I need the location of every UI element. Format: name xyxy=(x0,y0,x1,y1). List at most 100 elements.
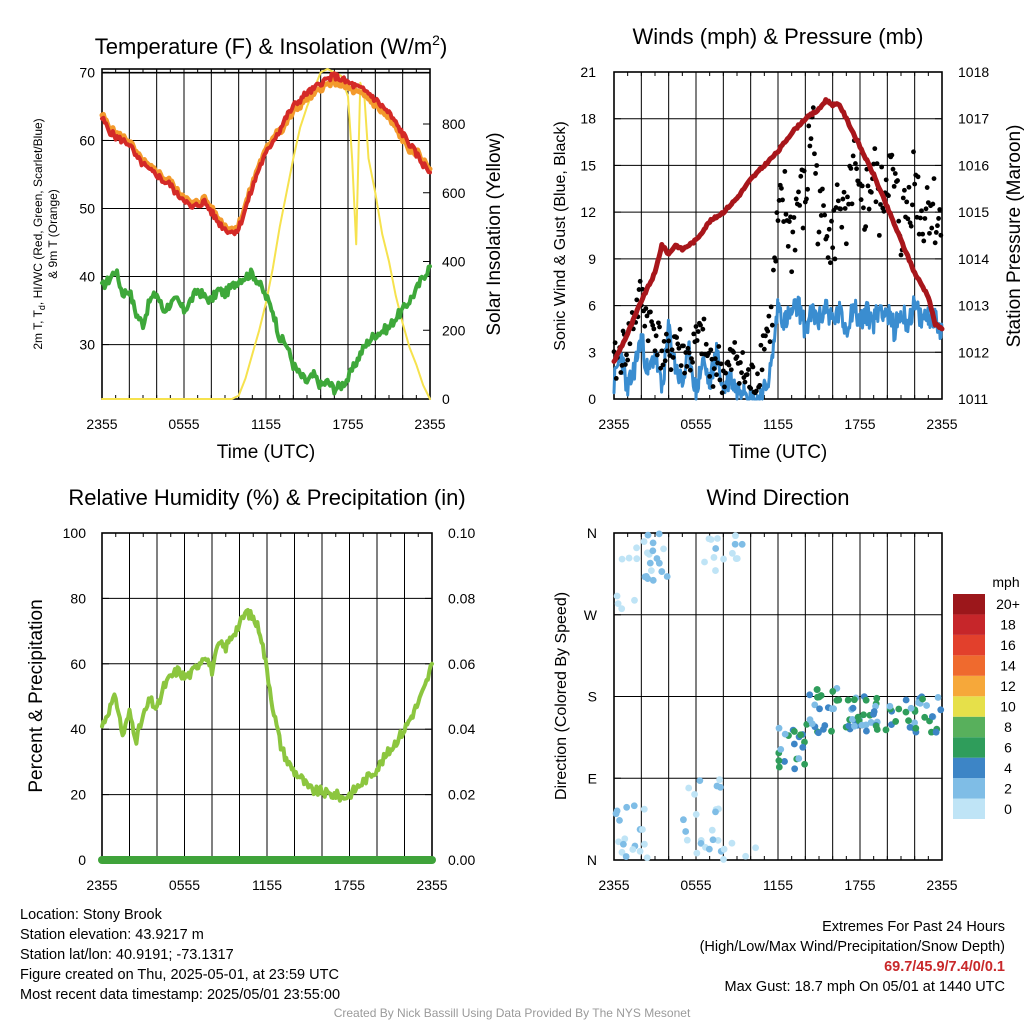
gust-point xyxy=(785,243,791,249)
direction-point xyxy=(907,704,915,712)
direction-point xyxy=(622,853,630,860)
gust-point xyxy=(761,346,767,352)
gust-point xyxy=(660,362,666,368)
y-tick-label-right: 800 xyxy=(442,116,466,132)
gust-point xyxy=(769,322,775,328)
gust-point xyxy=(825,255,831,260)
gust-point xyxy=(876,232,882,238)
colorbar-label: 12 xyxy=(1000,678,1016,694)
direction-point xyxy=(640,805,648,813)
gust-point xyxy=(853,161,858,166)
y-tick-label: S xyxy=(588,689,597,705)
gust-point xyxy=(883,177,889,183)
direction-point xyxy=(619,840,627,848)
colorbar-swatch xyxy=(953,594,985,615)
station-elevation: Station elevation: 43.9217 m xyxy=(20,927,204,943)
gust-point xyxy=(879,164,885,170)
direction-point xyxy=(641,840,648,848)
direction-point xyxy=(870,710,877,718)
gust-point xyxy=(790,229,796,235)
gust-point xyxy=(775,218,781,224)
direction-point xyxy=(658,568,666,575)
gust-point xyxy=(708,347,714,353)
direction-point xyxy=(814,693,821,701)
colorbar-swatch xyxy=(953,716,985,738)
direction-point xyxy=(886,702,894,710)
gust-point xyxy=(923,206,929,212)
direction-point xyxy=(618,848,626,856)
direction-point xyxy=(849,704,857,712)
direction-point xyxy=(752,844,760,852)
gust-point xyxy=(848,166,854,171)
gust-point xyxy=(916,231,922,237)
y-axis-label-right: Station Pressure (Maroon) xyxy=(1004,125,1024,348)
credit-line: Created By Nick Bassill Using Data Provi… xyxy=(333,1006,691,1020)
gust-point xyxy=(829,218,834,224)
gust-point xyxy=(759,367,765,373)
colorbar-swatch xyxy=(953,614,985,635)
y-axis-label: 2m T, Td, HI/WC (Red, Green, Scarlet/Blu… xyxy=(31,118,47,349)
colorbar-swatch xyxy=(953,696,985,717)
gust-point xyxy=(843,241,849,247)
direction-point xyxy=(697,839,705,847)
direction-point xyxy=(712,545,720,552)
y-axis-label-line2: & 9m T (Orange) xyxy=(46,189,60,279)
y-tick-label: N xyxy=(587,525,597,541)
y-tick-label: 80 xyxy=(70,590,86,606)
gust-point xyxy=(873,199,879,205)
chart-title: Wind Direction xyxy=(706,485,849,510)
gust-point xyxy=(695,329,701,334)
gust-point xyxy=(911,149,916,155)
gust-point xyxy=(780,197,785,203)
gust-point xyxy=(644,313,650,319)
gust-point xyxy=(711,366,717,372)
gust-point xyxy=(642,323,648,329)
direction-point xyxy=(830,705,837,713)
direction-point xyxy=(713,782,721,790)
gust-point xyxy=(668,367,674,373)
y-tick-label: 6 xyxy=(588,298,596,314)
direction-point xyxy=(682,828,690,835)
gust-point xyxy=(726,362,732,368)
gust-point xyxy=(849,201,855,207)
direction-point xyxy=(777,746,785,753)
gust-point xyxy=(824,234,830,239)
gust-point xyxy=(789,269,795,275)
direction-point xyxy=(618,605,626,613)
direction-point xyxy=(649,539,657,547)
gust-point xyxy=(854,166,859,172)
direction-point xyxy=(815,729,822,737)
temperature-line xyxy=(100,71,432,237)
colorbar-swatch xyxy=(953,798,985,819)
gust-point xyxy=(892,171,898,176)
gust-point xyxy=(890,166,896,172)
colorbar-label: 4 xyxy=(1004,760,1012,776)
y-tick-label: 60 xyxy=(79,132,95,148)
gust-point xyxy=(886,193,891,199)
y-tick-label-right: 0.10 xyxy=(448,525,475,541)
gust-point xyxy=(657,324,662,330)
x-tick-label: 1755 xyxy=(334,877,365,893)
direction-point xyxy=(895,705,903,713)
direction-point xyxy=(819,725,827,733)
direction-point xyxy=(696,777,704,785)
gust-point xyxy=(917,215,923,221)
insolation-line xyxy=(101,68,431,400)
colorbar-swatch xyxy=(953,757,985,779)
gust-point xyxy=(932,240,938,246)
station-location: Location: Stony Brook xyxy=(20,907,162,923)
gust-point xyxy=(612,340,618,346)
gust-point xyxy=(845,194,850,200)
gust-point xyxy=(786,219,792,224)
gust-point xyxy=(830,245,836,251)
y-tick-label-right: 1011 xyxy=(958,391,988,407)
direction-point xyxy=(912,724,920,732)
gust-point xyxy=(742,379,748,385)
gust-point xyxy=(674,335,680,340)
gust-point xyxy=(763,333,768,339)
colorbar-swatch xyxy=(953,655,985,676)
direction-point xyxy=(649,547,657,555)
gust-point xyxy=(816,229,822,235)
gust-point xyxy=(687,367,693,373)
gust-point xyxy=(840,196,846,202)
